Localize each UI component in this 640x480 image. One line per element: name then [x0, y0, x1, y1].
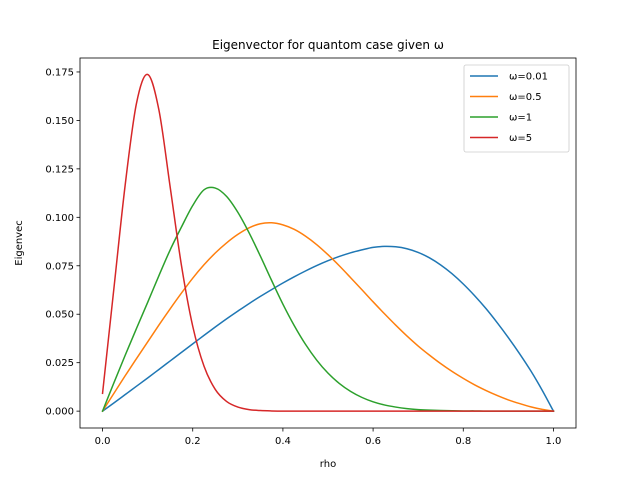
series-line-2 — [101, 221, 555, 413]
legend-label: ω=0.5 — [509, 92, 542, 103]
series-line-4 — [101, 73, 555, 412]
x-axis-ticks: 0.0 0.2 0.4 0.6 0.8 1.0 — [95, 428, 562, 447]
x-tick-label: 0.2 — [185, 436, 201, 447]
chart-title: Eigenvector for quantom case given ω — [212, 38, 444, 52]
x-tick-label: 0.0 — [95, 436, 111, 447]
y-axis-ticks: 0.000 0.025 0.050 0.075 0.100 0.125 0.150 0.175 — [45, 67, 80, 418]
x-tick-label: 1.0 — [546, 436, 562, 447]
x-axis-label: rho — [320, 459, 336, 470]
y-tick-label: 0.050 — [45, 310, 74, 321]
y-tick-label: 0.150 — [45, 116, 74, 127]
y-tick-label: 0.025 — [45, 358, 74, 369]
legend-label: ω=5 — [509, 133, 532, 144]
series-line-1 — [101, 245, 555, 413]
y-axis-label: Eigenvec — [14, 220, 25, 266]
x-tick-label: 0.8 — [455, 436, 471, 447]
legend-label: ω=1 — [509, 113, 532, 124]
legend-label: ω=0.01 — [509, 72, 548, 83]
x-tick-label: 0.6 — [365, 436, 381, 447]
x-tick-label: 0.4 — [275, 436, 291, 447]
y-tick-label: 0.000 — [45, 407, 74, 418]
y-tick-label: 0.125 — [45, 164, 74, 175]
plot-frame — [79, 57, 577, 429]
series-lines — [101, 73, 555, 413]
legend: ω=0.01 ω=0.5 ω=1 ω=5 — [463, 64, 570, 153]
y-tick-label: 0.075 — [45, 261, 74, 272]
y-tick-label: 0.100 — [45, 213, 74, 224]
y-tick-label: 0.175 — [45, 67, 74, 78]
legend-frame — [463, 64, 570, 153]
